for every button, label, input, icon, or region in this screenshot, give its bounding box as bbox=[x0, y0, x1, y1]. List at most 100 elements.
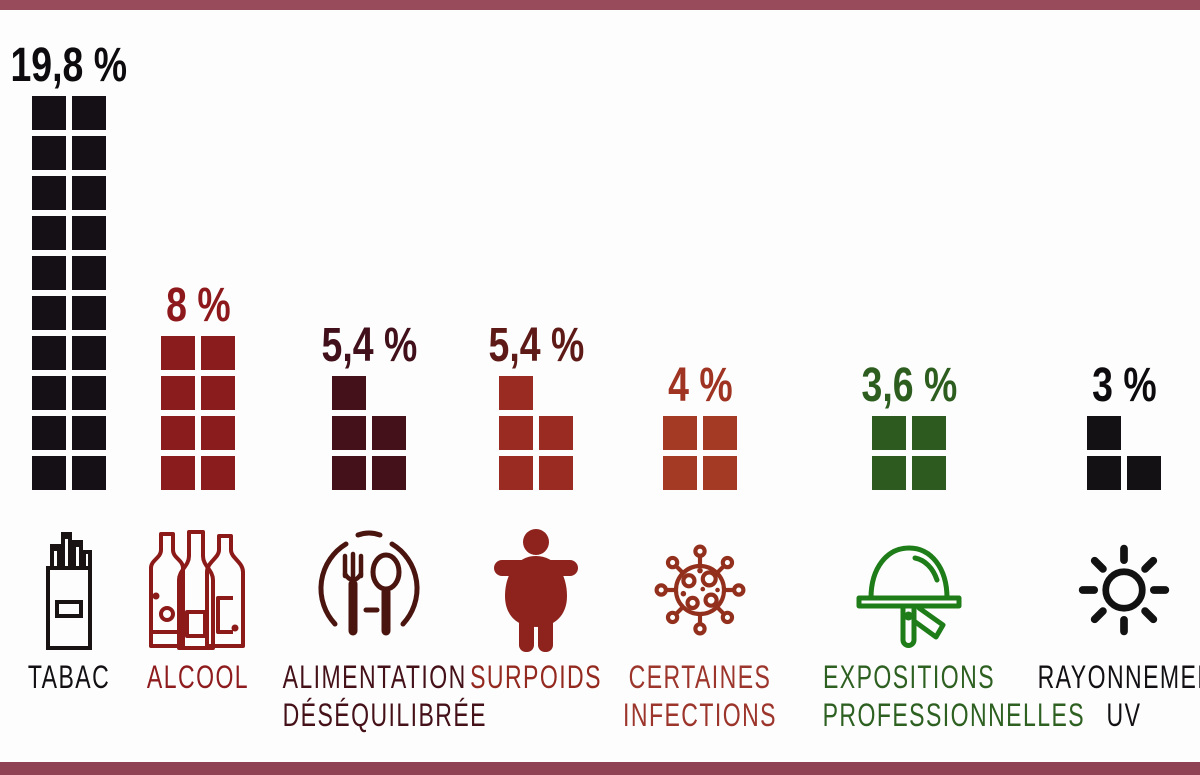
category-label-line: ALIMENTATION bbox=[282, 659, 467, 695]
category-label-line: DÉSÉQUILIBRÉE bbox=[282, 697, 487, 733]
waffle-column bbox=[1087, 416, 1121, 490]
waffle-square bbox=[161, 456, 195, 490]
bottles-icon bbox=[149, 530, 245, 650]
category-label-line: INFECTIONS bbox=[623, 697, 777, 733]
cigarette-pack-icon bbox=[46, 532, 92, 650]
factor-expositions-professionnelles: 3,6 % EXPOSITIONS PROFESSIONNELLES bbox=[789, 0, 1086, 775]
factor-tabac: 19,8 % TABAC bbox=[0, 0, 189, 775]
waffle-square bbox=[32, 456, 66, 490]
waffle-column bbox=[32, 96, 66, 490]
waffle-square bbox=[32, 416, 66, 450]
category-label-line: SURPOIDS bbox=[470, 659, 602, 695]
category-label-line: CERTAINES bbox=[628, 659, 772, 695]
waffle-square bbox=[32, 256, 66, 290]
factor-alimentation-desequilibree: 5,4 % ALIMENTATION DÉSÉQUILIBRÉE bbox=[249, 0, 489, 775]
waffle-square bbox=[201, 336, 235, 370]
waffle-square bbox=[201, 456, 235, 490]
waffle-square bbox=[201, 416, 235, 450]
waffle-square bbox=[703, 456, 737, 490]
waffle-square bbox=[72, 216, 106, 250]
category-label: TABAC bbox=[0, 658, 189, 696]
value-label: 19,8 % bbox=[10, 39, 128, 92]
waffle-square bbox=[332, 416, 366, 450]
category-label-line: UV bbox=[1106, 697, 1142, 733]
waffle-column bbox=[72, 96, 106, 490]
category-label: ALIMENTATION DÉSÉQUILIBRÉE bbox=[249, 658, 489, 734]
category-label: SURPOIDS bbox=[416, 658, 656, 696]
waffle-square bbox=[1087, 416, 1121, 450]
waffle-column bbox=[539, 416, 573, 490]
waffle-square bbox=[1127, 456, 1161, 490]
waffle-bar bbox=[872, 416, 946, 490]
waffle-column bbox=[703, 416, 737, 490]
waffle-square bbox=[72, 416, 106, 450]
value-label: 3 % bbox=[1091, 359, 1157, 412]
waffle-square bbox=[32, 176, 66, 210]
waffle-square bbox=[72, 136, 106, 170]
category-label: EXPOSITIONS PROFESSIONNELLES bbox=[789, 658, 1086, 734]
waffle-column bbox=[912, 416, 946, 490]
factor-certaines-infections: 4 % CERTAINES INFECTIONS bbox=[580, 0, 820, 775]
waffle-column bbox=[663, 416, 697, 490]
waffle-square bbox=[912, 416, 946, 450]
waffle-square bbox=[1087, 456, 1121, 490]
waffle-square bbox=[703, 416, 737, 450]
value-label: 5,4 % bbox=[488, 319, 584, 372]
waffle-square bbox=[72, 96, 106, 130]
waffle-square bbox=[332, 456, 366, 490]
category-label-line: RAYONNEMENT bbox=[1037, 659, 1200, 695]
waffle-column bbox=[872, 416, 906, 490]
category-label-line: EXPOSITIONS bbox=[822, 659, 996, 695]
factor-surpoids: 5,4 % SURPOIDS bbox=[416, 0, 656, 775]
waffle-square bbox=[499, 456, 533, 490]
waffle-square bbox=[32, 216, 66, 250]
sun-icon bbox=[1078, 544, 1170, 636]
waffle-square bbox=[539, 416, 573, 450]
value-label: 8 % bbox=[165, 279, 231, 332]
waffle-square bbox=[372, 456, 406, 490]
waffle-bar bbox=[332, 376, 406, 490]
waffle-column bbox=[201, 336, 235, 490]
plate-cutlery-icon bbox=[318, 530, 420, 636]
waffle-square bbox=[72, 336, 106, 370]
overweight-person-icon bbox=[494, 529, 578, 652]
waffle-square bbox=[161, 416, 195, 450]
waffle-column bbox=[372, 416, 406, 490]
waffle-bar bbox=[161, 336, 235, 490]
top-border bbox=[0, 0, 1200, 10]
waffle-square bbox=[32, 136, 66, 170]
waffle-square bbox=[912, 456, 946, 490]
value-label: 3,6 % bbox=[861, 359, 957, 412]
category-label: ALCOOL bbox=[78, 658, 318, 696]
waffle-column bbox=[332, 376, 366, 490]
value-label: 4 % bbox=[667, 359, 733, 412]
category-label-line: PROFESSIONNELLES bbox=[822, 697, 1086, 733]
waffle-square bbox=[161, 376, 195, 410]
waffle-square bbox=[539, 456, 573, 490]
waffle-square bbox=[499, 416, 533, 450]
waffle-square bbox=[499, 376, 533, 410]
waffle-square bbox=[72, 296, 106, 330]
category-label: RAYONNEMENTUV bbox=[1004, 658, 1200, 734]
category-label: CERTAINES INFECTIONS bbox=[580, 658, 820, 734]
waffle-square bbox=[72, 256, 106, 290]
virus-icon bbox=[654, 544, 746, 636]
bottom-border bbox=[0, 762, 1200, 775]
waffle-column bbox=[161, 336, 195, 490]
value-label: 5,4 % bbox=[321, 319, 417, 372]
waffle-bar bbox=[1087, 416, 1161, 490]
waffle-bar bbox=[499, 376, 573, 490]
waffle-square bbox=[32, 336, 66, 370]
factor-alcool: 8 % ALCOOL bbox=[78, 0, 318, 775]
waffle-square bbox=[32, 376, 66, 410]
factor-rayonnement-uv: 3 % RAYONNEMENTUV bbox=[1004, 0, 1200, 775]
waffle-bar bbox=[663, 416, 737, 490]
hard-hat-icon bbox=[856, 545, 962, 648]
waffle-column bbox=[499, 376, 533, 490]
waffle-square bbox=[201, 376, 235, 410]
waffle-square bbox=[72, 456, 106, 490]
waffle-square bbox=[372, 416, 406, 450]
waffle-square bbox=[872, 416, 906, 450]
category-label-line: TABAC bbox=[27, 659, 111, 695]
